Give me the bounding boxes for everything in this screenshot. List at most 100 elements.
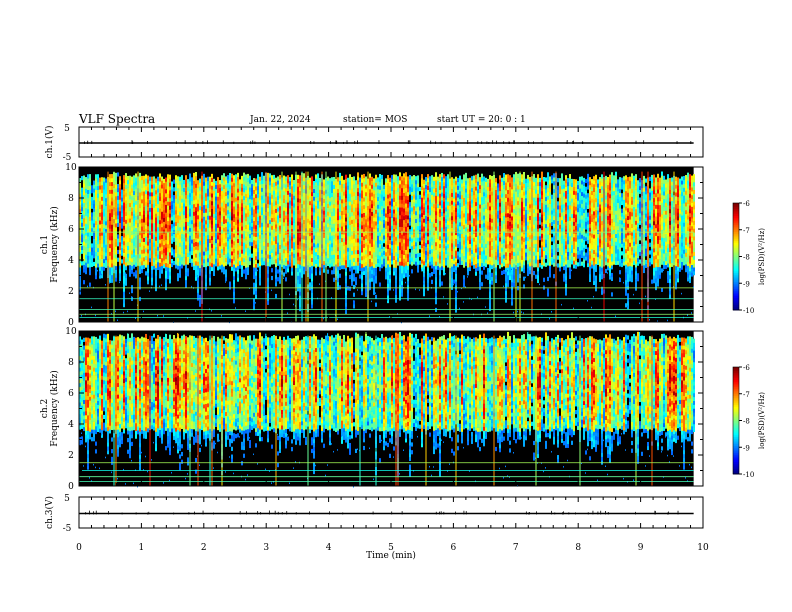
spectro-cell <box>239 206 241 211</box>
spectro-cell <box>375 225 377 230</box>
spectro-cell <box>359 193 361 198</box>
spectro-cell <box>169 252 171 257</box>
spectro-cell <box>351 262 353 267</box>
spectro-cell <box>219 218 221 224</box>
spectro-cell <box>353 300 355 305</box>
spectro-cell <box>357 257 359 262</box>
spectro-cell <box>267 242 269 247</box>
spectro-cell <box>255 213 257 218</box>
spectro-cell <box>179 184 181 189</box>
spectro-cell <box>401 187 403 193</box>
spectro-cell <box>135 239 137 244</box>
spectro-cell <box>211 266 213 272</box>
spectro-cell <box>287 233 289 238</box>
spectro-cell <box>87 174 89 179</box>
spectro-cell <box>149 230 151 236</box>
spectro-cell <box>333 238 335 244</box>
spectro-cell <box>241 199 243 204</box>
spectro-cell <box>173 226 175 231</box>
spectro-cell <box>431 279 433 284</box>
spectro-cell <box>403 184 405 190</box>
spectro-cell <box>425 235 427 240</box>
spectro-cell <box>397 211 399 216</box>
spectro-cell <box>311 188 313 193</box>
spectro-cell <box>139 242 141 247</box>
spectro-cell <box>361 256 363 261</box>
spectro-cell <box>91 306 92 309</box>
spectro-cell <box>431 248 433 253</box>
spectro-cell <box>117 199 119 204</box>
spectro-cell <box>373 282 375 288</box>
spectro-cell <box>211 185 213 190</box>
spectro-cell <box>269 173 271 178</box>
spectro-cell <box>241 272 243 277</box>
spectro-cell <box>427 189 429 194</box>
spectro-cell <box>223 184 225 190</box>
spectro-cell <box>387 264 389 269</box>
spectro-cell <box>277 230 279 235</box>
spectro-cell <box>315 174 317 179</box>
spectro-cell <box>363 235 365 241</box>
spectro-cell <box>261 187 263 192</box>
spectro-cell <box>413 213 415 218</box>
spectro-cell <box>145 213 147 218</box>
spectro-cell <box>431 210 433 215</box>
spectro-cell <box>225 257 227 262</box>
spectro-cell <box>369 247 371 252</box>
spectro-cell <box>417 187 419 192</box>
spectro-cell <box>267 289 269 294</box>
spectro-cell <box>165 216 167 221</box>
spectro-cell <box>393 174 395 179</box>
spectro-cell <box>119 187 121 192</box>
spectro-cell <box>273 217 275 222</box>
spectro-cell <box>311 238 313 243</box>
spectro-cell <box>209 254 211 259</box>
spectro-cell <box>393 255 395 260</box>
spectro-cell <box>131 261 133 267</box>
spectro-cell <box>431 182 433 188</box>
spectro-cell <box>399 261 401 266</box>
spectro-cell <box>121 216 123 221</box>
spectro-cell <box>287 206 289 211</box>
spectro-cell <box>425 196 427 201</box>
spectro-cell <box>255 193 257 199</box>
spectro-cell <box>241 214 243 219</box>
spectro-cell <box>255 244 257 249</box>
spectro-cell <box>337 239 339 244</box>
spectro-cell <box>401 226 403 231</box>
spectro-cell <box>133 272 135 277</box>
spectro-cell <box>433 231 435 236</box>
spectro-cell <box>373 193 375 199</box>
spectro-cell <box>381 248 383 253</box>
spectro-cell <box>293 238 295 243</box>
spectro-cell <box>237 246 239 251</box>
spectro-cell <box>353 207 355 212</box>
spectro-cell <box>279 252 281 257</box>
spectro-cell <box>433 269 435 274</box>
spectro-cell <box>299 256 301 261</box>
spectro-cell <box>345 252 347 257</box>
spectro-cell <box>269 258 271 263</box>
spectro-cell <box>393 263 395 268</box>
spectro-cell <box>181 190 183 195</box>
spectro-cell <box>159 266 161 271</box>
spectro-cell <box>193 230 195 236</box>
spectro-cell <box>411 211 413 216</box>
spectro-cell <box>405 272 407 278</box>
spectro-cell <box>245 259 247 264</box>
spectro-cell <box>217 250 219 255</box>
spectro-cell <box>245 174 247 179</box>
spectro-cell <box>419 194 421 199</box>
spectro-cell <box>391 209 393 215</box>
spectro-cell <box>285 207 287 212</box>
spectro-cell <box>379 174 381 179</box>
spectro-cell <box>261 195 263 200</box>
spectro-cell <box>411 180 413 185</box>
spectro-cell <box>381 260 383 265</box>
spectro-cell <box>213 190 215 195</box>
spectro-cell <box>303 239 305 244</box>
spectro-cell <box>143 226 145 231</box>
spectro-cell <box>357 218 359 224</box>
spectro-cell <box>303 254 305 259</box>
spectro-cell <box>279 225 281 230</box>
